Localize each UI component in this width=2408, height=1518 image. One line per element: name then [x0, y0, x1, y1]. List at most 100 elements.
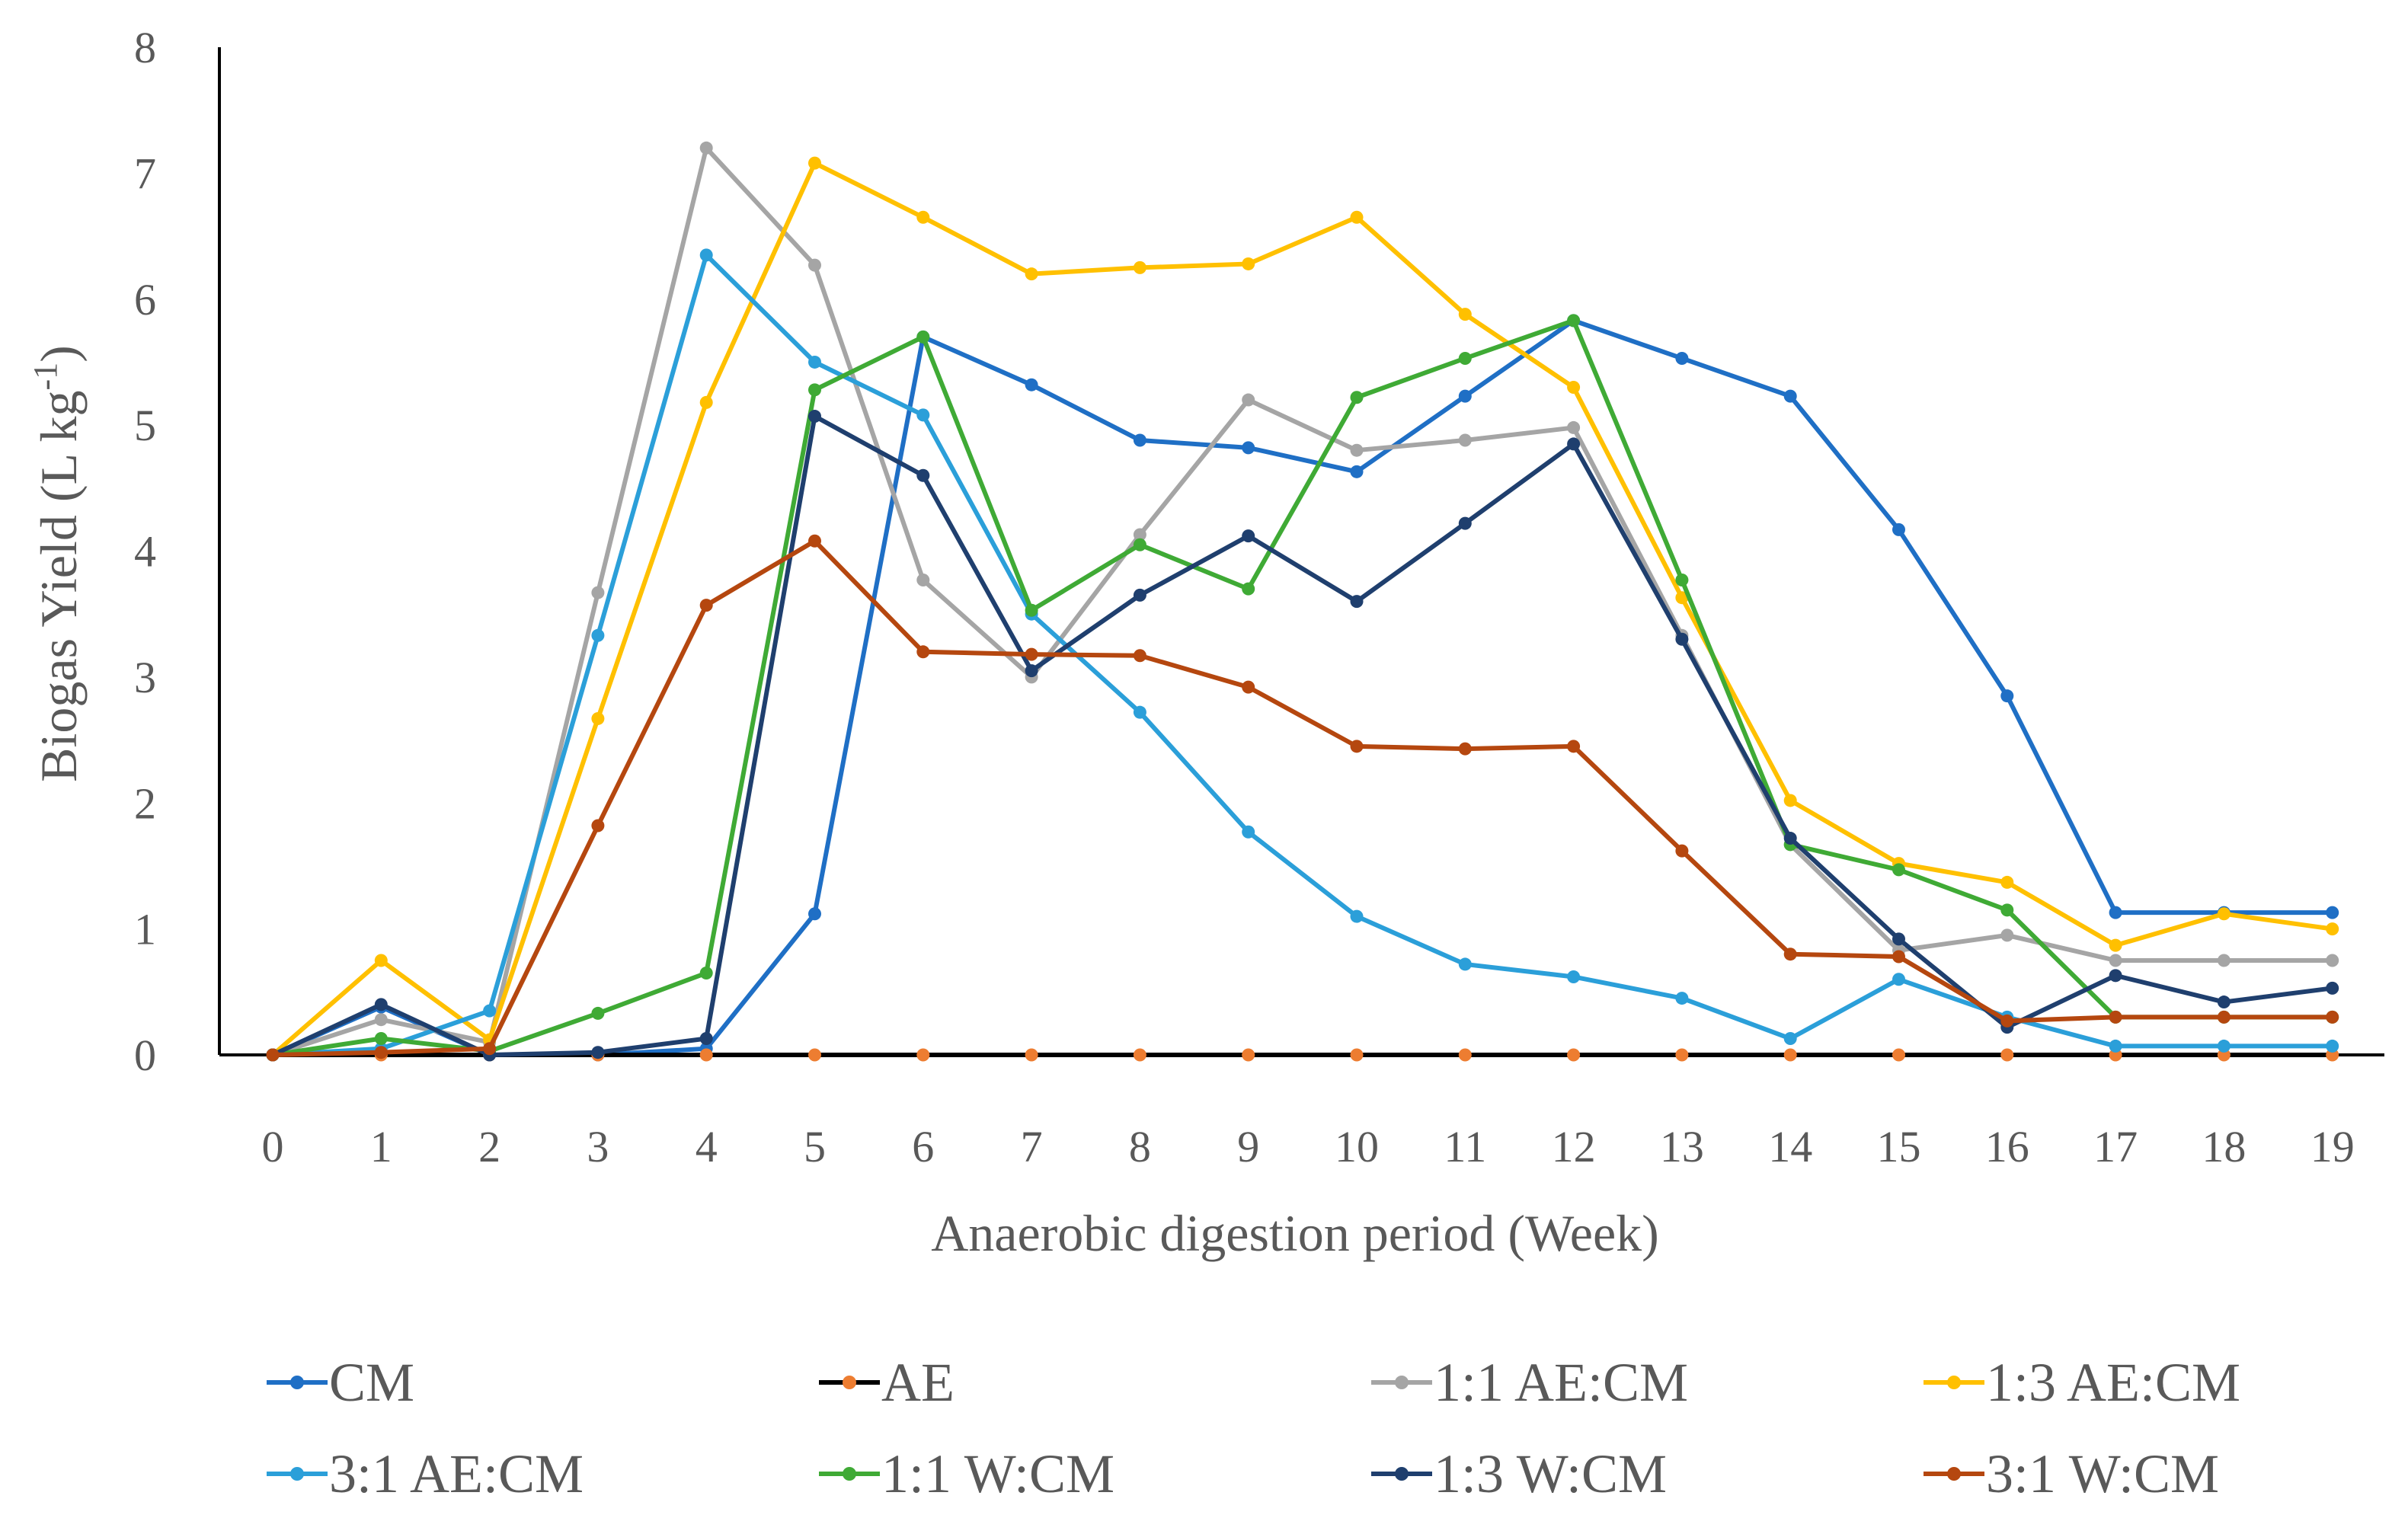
data-point — [591, 819, 605, 833]
data-point — [1675, 351, 1689, 365]
x-tick-label: 14 — [1768, 1122, 1812, 1171]
data-point — [1567, 381, 1581, 395]
data-point — [699, 967, 713, 980]
y-tick-label: 3 — [134, 653, 156, 702]
series-3-1-w-cm — [266, 534, 2339, 1062]
data-point — [1350, 740, 1364, 753]
legend-swatch-marker — [1395, 1376, 1409, 1389]
data-point — [2217, 1010, 2231, 1024]
data-point — [1133, 705, 1146, 719]
x-tick-label: 6 — [912, 1122, 934, 1171]
data-point — [808, 534, 821, 548]
data-point — [1567, 437, 1581, 451]
legend-item: 3:1 AE:CM — [267, 1443, 584, 1504]
data-point — [1892, 863, 1905, 877]
data-point — [1133, 260, 1146, 274]
data-point — [1350, 909, 1364, 923]
data-point — [1783, 1048, 1797, 1062]
data-point — [1350, 465, 1364, 478]
x-tick-label: 3 — [587, 1122, 609, 1171]
data-point — [1567, 314, 1581, 328]
data-point — [1675, 992, 1689, 1005]
series-line — [272, 145, 2333, 1057]
data-point — [808, 258, 821, 272]
data-point — [1783, 1032, 1797, 1046]
data-point — [1567, 420, 1581, 434]
data-point — [1025, 603, 1038, 617]
data-point — [1892, 523, 1905, 536]
data-point — [374, 1046, 388, 1059]
legend: CM AE 1:1 AE:CM 1:3 AE:CM 3:1 AE:CM 1:1 W:CM 1… — [267, 1352, 2240, 1504]
data-point — [2109, 1010, 2122, 1024]
legend-label: 3:1 AE:CM — [329, 1443, 584, 1504]
data-point — [1025, 664, 1038, 678]
x-tick-label: 1 — [370, 1122, 392, 1171]
data-point — [2000, 1048, 2014, 1062]
legend-item: 1:1 AE:CM — [1371, 1352, 1688, 1413]
data-point — [374, 998, 388, 1011]
x-tick-label: 17 — [2093, 1122, 2138, 1171]
data-point — [374, 1032, 388, 1046]
x-tick-label: 13 — [1660, 1122, 1704, 1171]
data-point — [591, 711, 605, 725]
x-tick-label: 18 — [2202, 1122, 2246, 1171]
data-point — [916, 330, 930, 344]
legend-item: 1:3 AE:CM — [1924, 1352, 2240, 1413]
x-tick-label: 19 — [2310, 1122, 2355, 1171]
y-tick-label: 0 — [134, 1031, 156, 1080]
x-tick-label: 8 — [1129, 1122, 1151, 1171]
data-point — [1783, 389, 1797, 403]
data-point — [591, 1006, 605, 1020]
series-1-1-ae-cm — [266, 141, 2339, 1062]
y-axis-title-close: ) — [30, 345, 88, 363]
data-point — [808, 383, 821, 397]
x-tick-label: 12 — [1552, 1122, 1596, 1171]
chart-axes — [218, 47, 2384, 1056]
data-point — [916, 574, 930, 587]
data-point — [2326, 906, 2339, 919]
x-tick-label: 9 — [1237, 1122, 1259, 1171]
data-point — [591, 628, 605, 642]
data-point — [2217, 995, 2231, 1009]
data-point — [1892, 950, 1905, 964]
data-point — [1025, 1048, 1038, 1062]
legend-label: 1:1 W:CM — [881, 1443, 1114, 1504]
data-point — [1242, 825, 1255, 839]
data-point — [699, 395, 713, 409]
legend-item: 1:1 W:CM — [819, 1443, 1114, 1504]
data-point — [1458, 433, 1472, 447]
data-point — [483, 1004, 497, 1018]
data-point — [483, 1042, 497, 1056]
y-tick-label: 5 — [134, 401, 156, 450]
data-point — [1242, 441, 1255, 455]
x-tick-label: 0 — [262, 1122, 284, 1171]
data-point — [1350, 595, 1364, 609]
data-point — [1350, 391, 1364, 404]
data-point — [1892, 1048, 1905, 1062]
legend-swatch-marker — [1947, 1467, 1961, 1481]
x-tick-label: 2 — [478, 1122, 500, 1171]
data-point — [2217, 907, 2231, 921]
data-point — [1133, 649, 1146, 663]
x-tick-label: 5 — [804, 1122, 826, 1171]
legend-label: 1:1 AE:CM — [1434, 1352, 1688, 1413]
data-point — [699, 1032, 713, 1046]
data-point — [591, 586, 605, 599]
data-point — [1458, 351, 1472, 365]
legend-swatch-marker — [290, 1376, 304, 1389]
legend-label: 1:3 W:CM — [1434, 1443, 1667, 1504]
series-line — [272, 318, 2333, 1057]
data-point — [1350, 210, 1364, 224]
data-point — [1458, 516, 1472, 530]
data-point — [2000, 928, 2014, 942]
y-axis-title: Biogas Yield (L kg-1) — [27, 345, 88, 782]
data-point — [2326, 1039, 2339, 1053]
data-point — [1783, 794, 1797, 807]
legend-item: 1:3 W:CM — [1371, 1443, 1667, 1504]
series-layer — [266, 141, 2339, 1062]
data-point — [1675, 574, 1689, 587]
y-tick-label: 1 — [134, 905, 156, 954]
data-point — [1133, 588, 1146, 602]
x-tick-label: 15 — [1877, 1122, 1921, 1171]
data-point — [1675, 1048, 1689, 1062]
